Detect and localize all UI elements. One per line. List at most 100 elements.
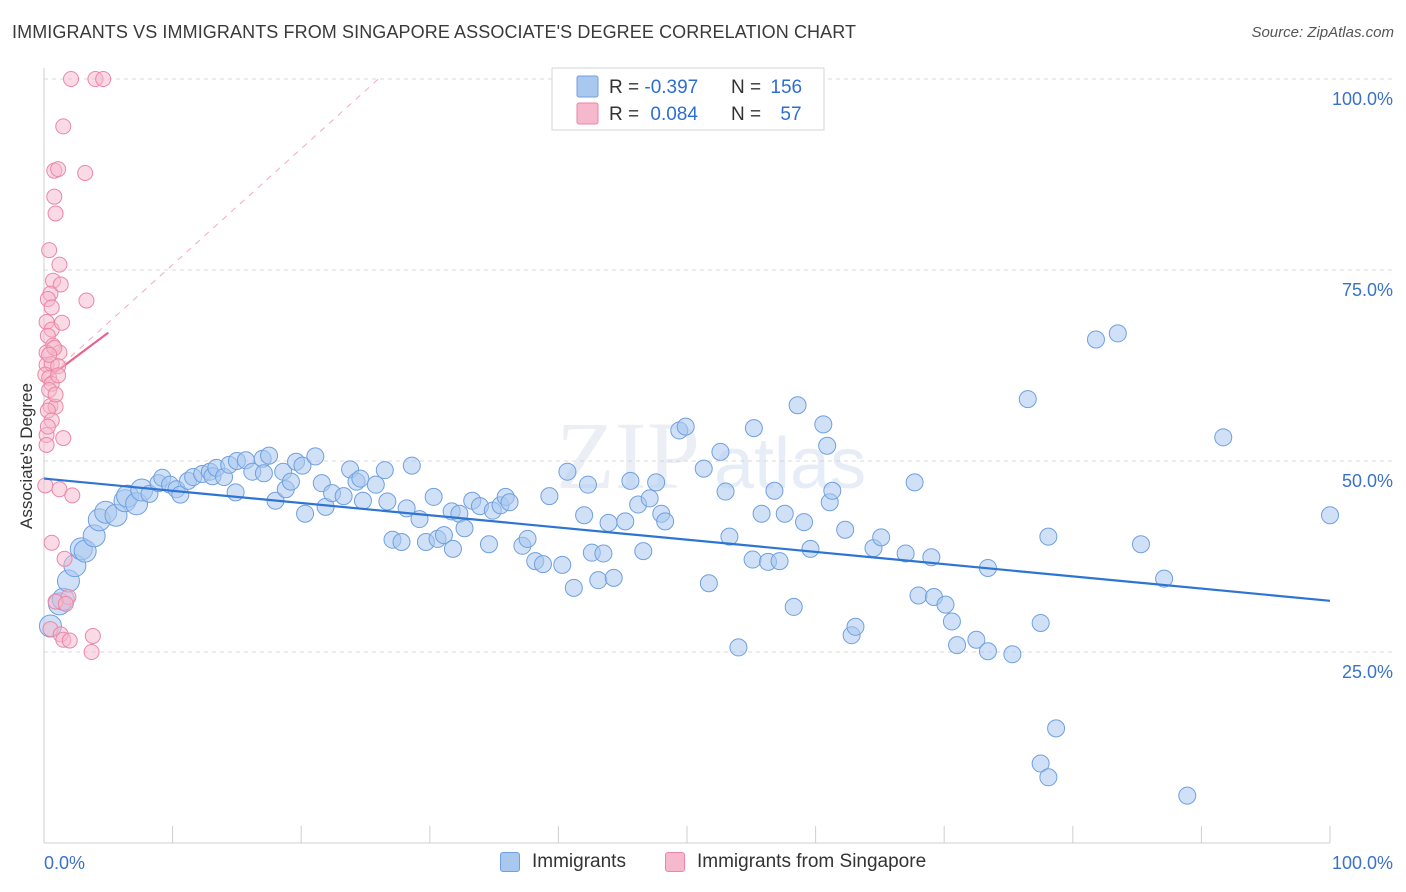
trend-line-immigrants [43, 477, 1331, 602]
point-immigrants [846, 617, 865, 636]
point-immigrants [788, 396, 807, 415]
x-tick-label: 100.0% [1332, 853, 1393, 873]
point-immigrants [296, 504, 315, 523]
point-immigrants [1031, 754, 1050, 773]
point-singapore [54, 314, 71, 331]
point-immigrants [1047, 719, 1066, 738]
point-singapore [57, 595, 74, 612]
point-immigrants [260, 446, 279, 465]
axes [43, 68, 1331, 844]
point-singapore [50, 367, 67, 384]
point-singapore [55, 430, 72, 447]
point-singapore [61, 632, 78, 649]
point-singapore [41, 346, 58, 363]
point-immigrants [1039, 527, 1058, 546]
point-singapore [84, 627, 101, 644]
point-immigrants [575, 506, 594, 525]
legend-item-singapore: Immigrants from Singapore [665, 851, 926, 873]
point-singapore [47, 386, 64, 403]
singapore-trend-lines [43, 78, 379, 382]
point-immigrants [375, 461, 394, 480]
legend-r-label-1: R = [609, 77, 644, 98]
point-immigrants [744, 419, 763, 438]
legend-swatch-pink [665, 852, 685, 872]
point-singapore [64, 487, 81, 504]
point-immigrants [1039, 768, 1058, 787]
point-singapore [51, 481, 68, 498]
point-immigrants [578, 475, 597, 494]
legend-swatch-singapore [576, 102, 599, 125]
point-immigrants [716, 482, 735, 501]
point-singapore [41, 242, 58, 259]
legend-n-label-1: N = [731, 77, 766, 98]
point-singapore [39, 418, 56, 435]
point-immigrants [589, 571, 608, 590]
legend-swatch-immigrants [576, 75, 599, 98]
point-immigrants [942, 612, 961, 631]
point-immigrants [564, 578, 583, 597]
immigrants-trend-line [43, 477, 1331, 602]
point-immigrants [656, 512, 675, 531]
point-immigrants [694, 459, 713, 478]
point-immigrants [366, 475, 385, 494]
point-immigrants [351, 469, 370, 488]
point-immigrants [1131, 535, 1150, 554]
point-immigrants [1155, 569, 1174, 588]
point-immigrants [647, 473, 666, 492]
point-immigrants [818, 436, 837, 455]
legend-swatch-blue [500, 852, 520, 872]
point-immigrants [1321, 506, 1339, 525]
point-immigrants [378, 492, 397, 511]
point-singapore [77, 164, 94, 181]
point-singapore [46, 188, 63, 205]
watermark-zip: ZIP [556, 402, 700, 509]
legend-item-immigrants: Immigrants [500, 851, 626, 873]
point-singapore [43, 534, 60, 551]
point-immigrants [306, 447, 325, 466]
point-immigrants [540, 487, 559, 506]
legend-top: R = -0.397 N = 156 R = 0.084 N = 57 [551, 67, 825, 131]
point-singapore [63, 71, 80, 87]
point-immigrants [948, 636, 967, 655]
point-immigrants [500, 493, 519, 512]
point-immigrants [443, 539, 462, 558]
point-singapore [51, 256, 68, 273]
point-immigrants [836, 520, 855, 539]
point-immigrants [558, 462, 577, 481]
point-immigrants [1178, 786, 1197, 805]
point-immigrants [479, 535, 498, 554]
chart-title: IMMIGRANTS VS IMMIGRANTS FROM SINGAPORE … [12, 22, 857, 42]
point-immigrants [872, 528, 891, 547]
point-immigrants [455, 519, 474, 538]
point-immigrants [634, 542, 653, 561]
legend-n-value-1: 156 [770, 77, 802, 98]
y-tick-labels: 25.0% 50.0% 75.0% 100.0% [1332, 89, 1393, 682]
point-immigrants [743, 550, 762, 569]
point-immigrants [720, 527, 739, 546]
point-immigrants [676, 417, 695, 436]
point-immigrants [711, 442, 730, 461]
point-immigrants [795, 513, 814, 532]
y-tick-label: 75.0% [1342, 280, 1393, 300]
point-immigrants [823, 481, 842, 500]
point-singapore [55, 118, 72, 135]
y-axis-label: Associate's Degree [17, 383, 36, 529]
watermark-atlas: atlas [714, 424, 866, 504]
point-immigrants [621, 471, 640, 490]
point-immigrants [784, 597, 803, 616]
point-immigrants [616, 512, 635, 531]
point-immigrants [978, 642, 997, 661]
point-immigrants [424, 487, 443, 506]
point-immigrants [434, 526, 453, 545]
legend-r-value-2: 0.084 [650, 104, 698, 125]
gridlines [44, 78, 1392, 653]
point-singapore [50, 161, 67, 178]
point-immigrants [518, 529, 537, 548]
point-immigrants [1031, 613, 1050, 632]
legend-label-immigrants: Immigrants [532, 851, 626, 872]
legend-n-value-2: 57 [780, 104, 801, 125]
point-immigrants [814, 415, 833, 434]
point-immigrants [967, 630, 986, 649]
point-immigrants [533, 555, 552, 574]
x-tick-labels: 0.0% 100.0% [44, 853, 1393, 873]
